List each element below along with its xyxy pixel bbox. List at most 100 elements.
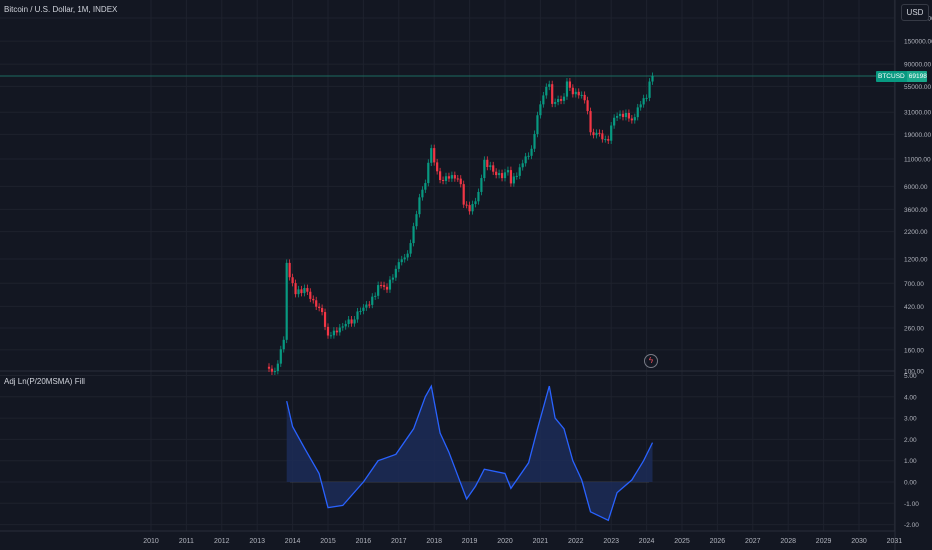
candle-body [306, 288, 309, 292]
time-tick-label: 2031 [887, 538, 903, 545]
candle-body [557, 99, 560, 103]
candle-body [568, 81, 571, 88]
candle-body [388, 279, 392, 290]
grid-lines [0, 0, 895, 531]
candle-body [291, 277, 294, 284]
candle-body [312, 298, 315, 301]
candle-body [335, 330, 338, 333]
candle-body [618, 113, 622, 117]
oscillator-axis[interactable]: 5.00 4.00 3.00 2.00 1.00 0.00 -1.00 -2.00 [904, 373, 919, 529]
candle-body [545, 86, 548, 96]
candle-body [630, 118, 633, 121]
candle-body [506, 170, 510, 173]
candle-body [633, 117, 636, 121]
candle-body [441, 180, 445, 182]
candle-body [382, 285, 386, 287]
candle-body [273, 371, 276, 373]
candle-body [565, 81, 569, 97]
time-tick-label: 2023 [603, 538, 619, 545]
candle-body [418, 197, 421, 215]
currency-button[interactable]: USD [901, 4, 929, 21]
candle-body [353, 319, 356, 324]
candle-body [326, 326, 330, 336]
candle-body [577, 91, 580, 96]
candle-body [536, 115, 539, 135]
candle-body [495, 171, 498, 176]
candle-body [453, 175, 456, 179]
candle-body [447, 176, 451, 179]
flash-icon[interactable]: ϟ [644, 354, 658, 368]
candle-body [624, 112, 628, 118]
candle-body [559, 99, 563, 101]
candle-body [444, 176, 448, 181]
time-tick-label: 2019 [462, 538, 478, 545]
time-tick-label: 2012 [214, 538, 230, 545]
time-tick-label: 2018 [426, 538, 442, 545]
candle-body [374, 295, 377, 297]
time-tick-label: 2024 [639, 538, 655, 545]
candle-body [474, 201, 477, 205]
candle-body [595, 132, 598, 136]
candle-body [589, 111, 592, 133]
candle-body [439, 171, 442, 181]
candle-body [571, 87, 574, 95]
oscillator-tick-label: -1.00 [904, 501, 919, 508]
candle-body [527, 155, 530, 157]
candle-body [648, 81, 651, 98]
candle-body [412, 226, 415, 244]
candle-body [583, 94, 586, 101]
candle-body [267, 366, 271, 369]
candle-body [530, 148, 533, 156]
time-tick-label: 2028 [780, 538, 796, 545]
indicator-title[interactable]: Adj Ln(P/20MSMA) Fill [4, 377, 85, 386]
price-tick-label: 90000.00 [904, 62, 931, 69]
candle-body [403, 257, 406, 260]
candle-body [551, 84, 554, 104]
candle-body [610, 125, 613, 141]
oscillator-tick-label: 3.00 [904, 416, 917, 423]
candle-body [598, 132, 601, 134]
candle-body [371, 296, 374, 305]
time-axis[interactable]: 2010 2011 2012 2013 2014 2015 2016 2017 2018 2019… [143, 538, 902, 545]
candle-body [515, 175, 518, 177]
candlestick-series [267, 72, 654, 375]
candle-body [456, 178, 459, 180]
candle-body [616, 116, 619, 118]
candle-body [288, 262, 291, 278]
candle-body [613, 117, 616, 126]
time-tick-label: 2015 [320, 538, 336, 545]
price-tick-label: 6000.00 [904, 184, 928, 191]
candle-body [533, 134, 536, 149]
candle-body [503, 172, 507, 179]
price-tick-label: 700.00 [904, 281, 924, 288]
candle-body [276, 363, 279, 372]
time-tick-label: 2014 [285, 538, 301, 545]
time-tick-label: 2026 [710, 538, 726, 545]
candle-body [359, 310, 362, 312]
candle-body [500, 173, 504, 179]
candle-body [539, 104, 542, 116]
time-tick-label: 2025 [674, 538, 690, 545]
candle-body [377, 285, 380, 296]
candle-body [477, 191, 480, 202]
candle-body [430, 148, 433, 163]
candle-body [562, 96, 566, 101]
price-axis[interactable]: 100.00 160.00 260.00 420.00 700.00 1200.00 220… [904, 16, 932, 376]
candle-body [391, 277, 394, 280]
candle-body [329, 335, 333, 337]
candle-body [542, 95, 545, 105]
price-badge-value: 69198.24 [906, 71, 927, 82]
time-tick-label: 2017 [391, 538, 407, 545]
candle-body [645, 97, 648, 99]
candle-body [450, 175, 453, 179]
candle-body [321, 308, 324, 313]
time-tick-label: 2027 [745, 538, 761, 545]
oscillator-tick-label: 0.00 [904, 480, 917, 487]
price-tick-label: 150000.00 [904, 39, 932, 46]
oscillator-tick-label: -2.00 [904, 522, 919, 529]
candle-body [518, 167, 521, 176]
oscillator-line [286, 384, 654, 522]
candle-body [394, 268, 397, 278]
candle-body [303, 288, 306, 294]
